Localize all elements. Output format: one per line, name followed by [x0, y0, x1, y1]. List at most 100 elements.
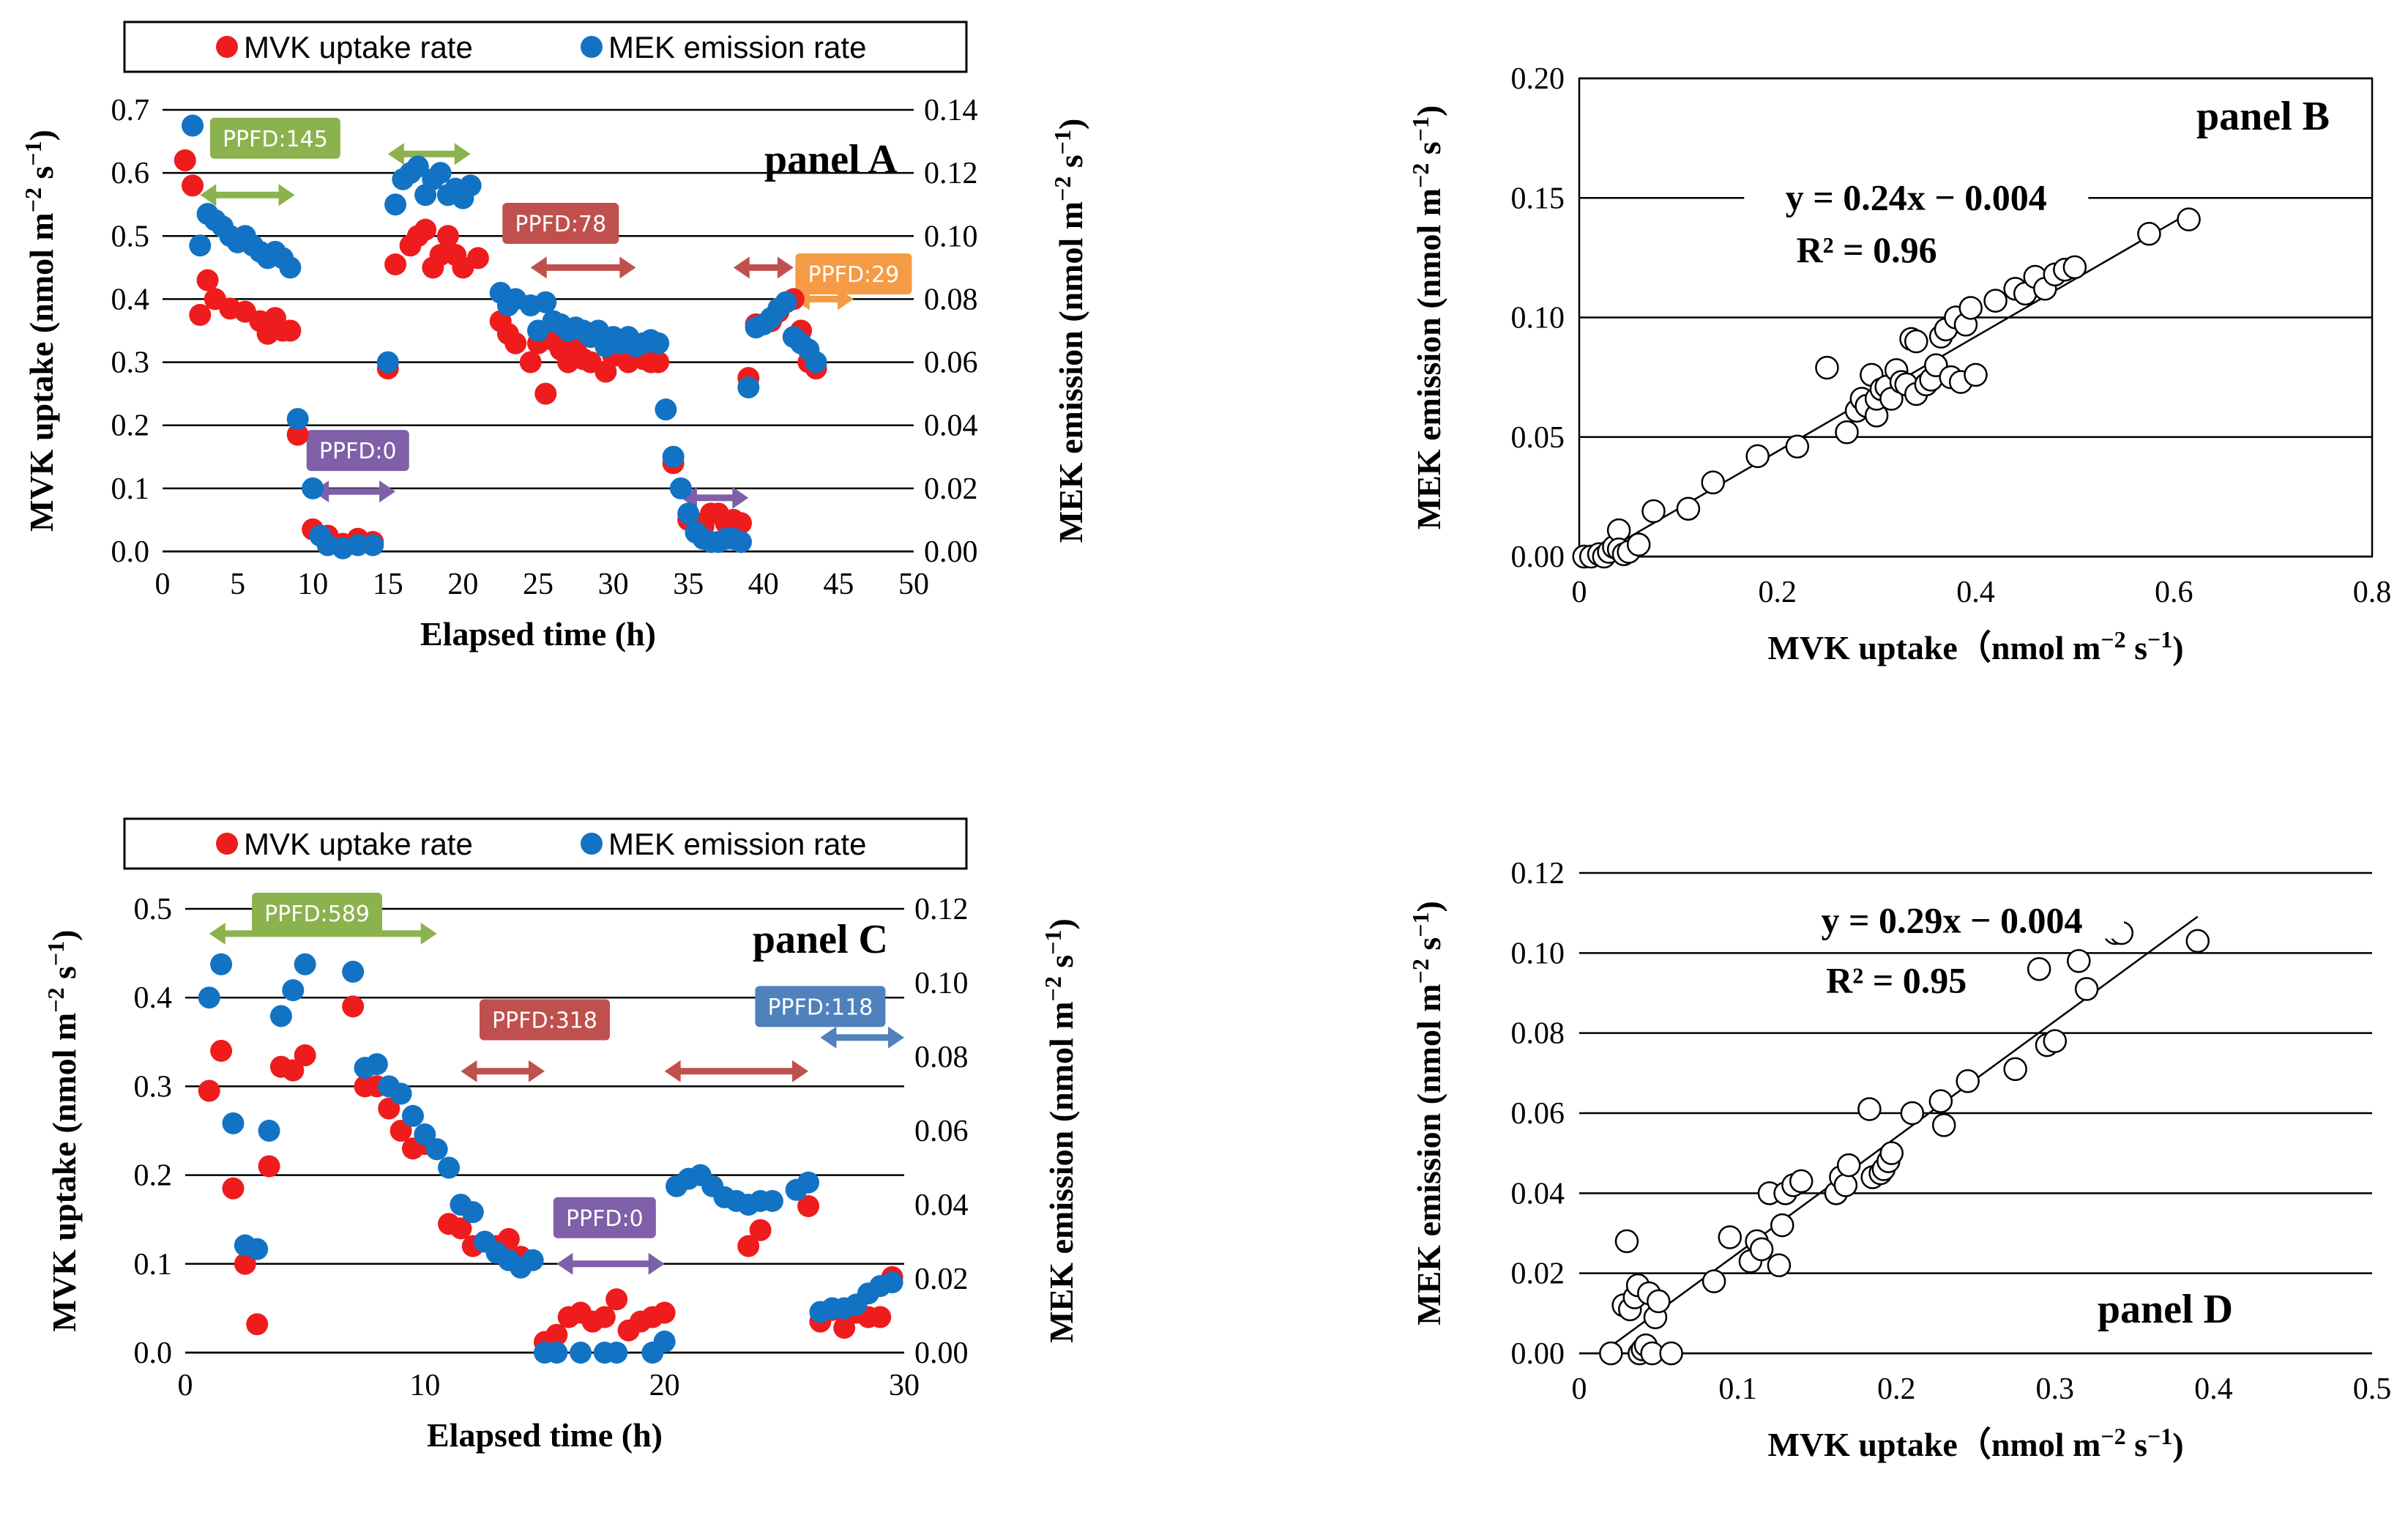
mek-point	[438, 1156, 461, 1179]
y-tick-label: 0.06	[1511, 1097, 1565, 1131]
mvk-point	[282, 1059, 305, 1082]
ppfd-label-box	[480, 999, 610, 1041]
data-point	[1749, 1237, 1774, 1262]
mek-point	[182, 114, 204, 137]
mvk-point	[258, 1155, 280, 1178]
x-tick-label: 0.1	[1718, 1372, 1757, 1406]
legend-a-mek-label: MEK emission rate	[608, 30, 866, 64]
data-point	[1983, 289, 2008, 313]
y-tick-label-left: 0.6	[111, 157, 150, 190]
r2-backing	[1771, 228, 1962, 269]
mek-point	[775, 291, 797, 313]
mek-point	[655, 398, 677, 421]
mek-point	[730, 531, 753, 554]
fit-equation: y = 0.24x − 0.004	[1786, 176, 2047, 218]
mek-point	[425, 1138, 448, 1161]
mek-point	[677, 502, 700, 525]
mvk-point	[545, 1323, 568, 1346]
ppfd-label-box	[553, 1197, 656, 1238]
y-tick-label: 0.20	[1511, 62, 1565, 96]
fit-r2: R² = 0.95	[1826, 960, 1967, 1001]
equation-backing	[1780, 897, 2125, 939]
x-tick-label: 0.4	[1956, 576, 1995, 609]
ppfd-arrow-head	[680, 486, 697, 509]
data-point	[1956, 1069, 1980, 1093]
ppfd-arrow-head	[529, 1060, 545, 1082]
data-point	[1900, 1101, 1925, 1126]
mek-point	[881, 1271, 903, 1294]
mvk-point	[384, 253, 407, 276]
mvk-point	[749, 1219, 772, 1241]
y-tick-label: 0.08	[1511, 1017, 1565, 1051]
y-tick-label: 0.10	[1511, 937, 1565, 970]
data-point	[2062, 255, 2087, 280]
panel-title: panel B	[2196, 94, 2330, 139]
ppfd-label: PPFD:0	[566, 1206, 644, 1232]
equation-backing	[1744, 174, 2089, 216]
ppfd-label-box	[306, 430, 409, 472]
mvk-point	[534, 382, 557, 405]
mek-point	[805, 351, 827, 373]
mek-point	[210, 953, 233, 975]
mek-point	[797, 1171, 820, 1194]
mek-point	[605, 1342, 628, 1364]
mek-point	[286, 408, 309, 431]
mvk-point	[653, 1301, 676, 1324]
y-tick-label-left: 0.4	[134, 981, 173, 1015]
panel-a-chart: 0.0 0.1 0.2 0.3 0.4 0.5 0.6 0.7 0.00 0.02 0.04 0.06…	[20, 94, 1089, 653]
y-tick-label-right: 0.06	[924, 346, 978, 380]
panel-c-chart: 0.0 0.1 0.2 0.3 0.4 0.5 0.00 0.02 0.04 0.06 0.08 0.…	[42, 893, 1080, 1454]
mek-point	[647, 332, 670, 354]
mek-point	[545, 1342, 568, 1364]
y-tick-label-left: 0.5	[111, 220, 150, 253]
legend-a: MVK uptake rate MEK emission rate	[123, 21, 968, 73]
mvk-point	[196, 269, 219, 291]
x-tick-label: 0.4	[2194, 1372, 2233, 1406]
legend-c: MVK uptake rate MEK emission rate	[123, 817, 968, 870]
y-tick-label: 0.12	[1511, 857, 1565, 891]
legend-a-mvk-marker	[216, 36, 238, 58]
mvk-point	[222, 1177, 245, 1200]
data-point	[1964, 363, 1988, 387]
mvk-point	[279, 319, 302, 342]
x-tick-label: 0	[155, 568, 171, 601]
mek-point	[269, 1005, 292, 1027]
y-tick-label-right: 0.04	[924, 409, 978, 443]
y-tick-label: 0.10	[1511, 302, 1565, 335]
data-point	[2003, 1057, 2027, 1082]
data-point	[2177, 207, 2201, 231]
mvk-point	[389, 1120, 412, 1142]
ppfd-arrow-head	[648, 1252, 665, 1275]
fit-r2: R² = 0.96	[1797, 229, 1937, 270]
mek-point	[246, 1238, 269, 1260]
y-tick-label: 0.02	[1511, 1257, 1565, 1291]
y-tick-label-left: 0.4	[111, 283, 150, 316]
y-tick-label-left: 0.3	[134, 1070, 173, 1104]
x-tick-label: 45	[823, 568, 854, 601]
data-point	[1718, 1225, 1742, 1249]
data-point	[1928, 1089, 1953, 1113]
fit-equation: y = 0.29x − 0.004	[1822, 900, 2083, 941]
ppfd-arrow-head	[733, 256, 750, 279]
ppfd-label: PPFD:145	[223, 127, 328, 152]
mek-point	[346, 534, 369, 557]
mek-point	[189, 234, 212, 257]
data-point	[1701, 1269, 1726, 1293]
ppfd-arrow-head	[619, 256, 636, 279]
x-tick-label: 35	[673, 568, 704, 601]
x-tick-label: 50	[898, 568, 929, 601]
legend-a-mvk-label: MVK uptake rate	[244, 30, 473, 64]
data-point	[1659, 1341, 1683, 1366]
y-tick-label-right: 0.10	[914, 967, 969, 1000]
x-axis-label: Elapsed time (h)	[427, 1416, 663, 1454]
ppfd-label-box	[795, 253, 912, 294]
mek-point	[302, 477, 324, 499]
ppfd-label-box	[252, 893, 383, 934]
ppfd-label: PPFD:29	[808, 262, 900, 288]
mek-point	[459, 174, 482, 197]
x-tick-label: 0.5	[2353, 1372, 2392, 1406]
y-tick-label: 0.05	[1511, 421, 1565, 455]
mek-point	[365, 1053, 388, 1076]
mvk-point	[234, 1252, 256, 1275]
